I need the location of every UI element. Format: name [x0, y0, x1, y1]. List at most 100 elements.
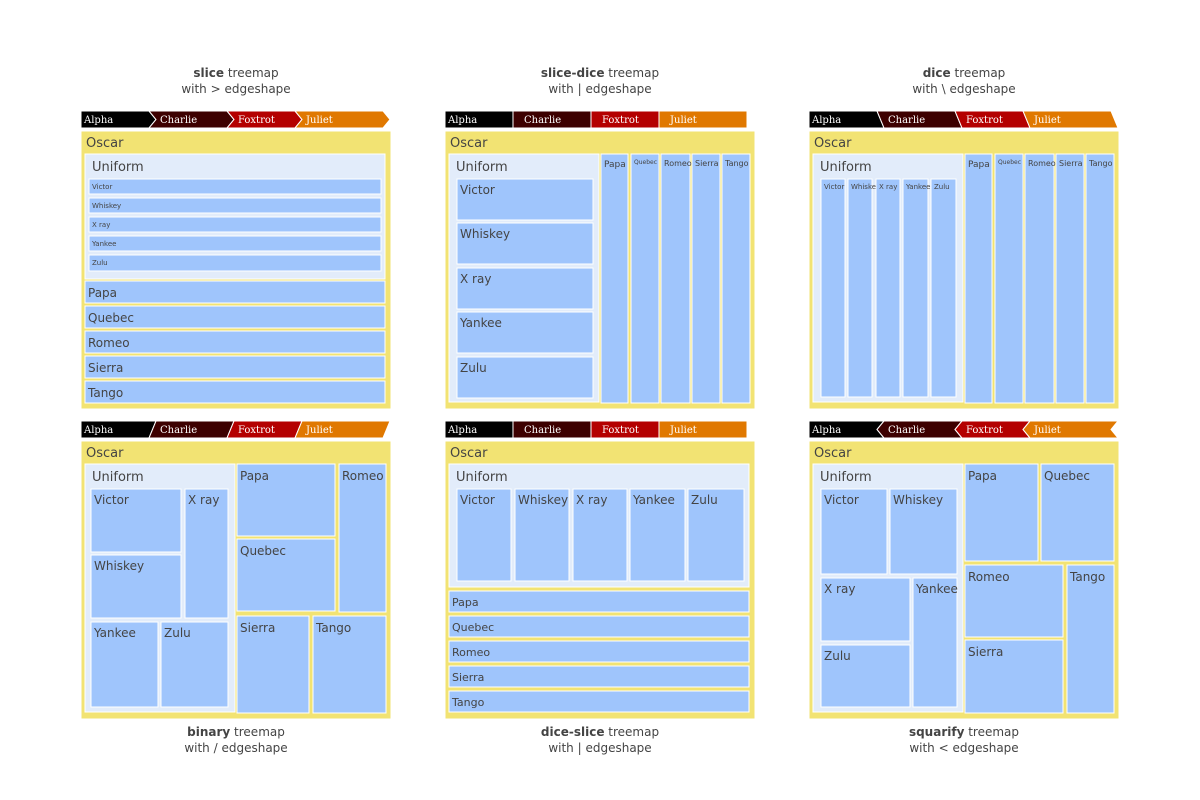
pathbar-label-charlie: Charlie: [160, 425, 197, 436]
pathbar-label-foxtrot: Foxtrot: [966, 115, 1003, 126]
tile-whiskey[interactable]: [889, 488, 958, 575]
pathbar-label-foxtrot: Foxtrot: [602, 115, 639, 126]
tile-quebec[interactable]: [630, 153, 660, 404]
panel-title-rest: treemap: [604, 725, 659, 739]
tile-romeo[interactable]: [964, 564, 1064, 638]
panel-subtitle: with \ edgeshape: [912, 82, 1015, 96]
tile-papa[interactable]: [600, 153, 629, 404]
tile-tango[interactable]: [448, 690, 750, 713]
tile-papa[interactable]: [448, 590, 750, 613]
tile-papa[interactable]: [964, 463, 1039, 562]
tile-victor[interactable]: [456, 488, 512, 582]
pathbar-label-alpha: Alpha: [811, 115, 841, 126]
tile-sierra[interactable]: [236, 615, 310, 714]
tile-whiskey[interactable]: [847, 178, 873, 398]
panel-title-tiling: dice: [923, 66, 951, 80]
pathbar-label-charlie: Charlie: [888, 425, 925, 436]
tile-papa[interactable]: [84, 280, 386, 304]
tile-label-sierra: Sierra: [88, 361, 123, 375]
tile-quebec[interactable]: [84, 305, 386, 329]
tile-label-yankee: Yankee: [459, 316, 502, 330]
tile-x-ray[interactable]: [875, 178, 901, 398]
panel-title-tiling: slice-dice: [541, 66, 605, 80]
pathbar-segment-juliet[interactable]: [658, 110, 748, 129]
tile-tango[interactable]: [84, 380, 386, 404]
tile-victor[interactable]: [456, 178, 594, 221]
tile-romeo[interactable]: [448, 640, 750, 663]
pathbar-segment-juliet[interactable]: [293, 110, 391, 129]
panel-title-rest: treemap: [951, 66, 1006, 80]
tile-x-ray[interactable]: [184, 488, 229, 619]
tile-zulu[interactable]: [930, 178, 957, 398]
tile-x-ray[interactable]: [820, 577, 911, 642]
tile-x-ray[interactable]: [88, 216, 382, 233]
tile-quebec[interactable]: [994, 153, 1024, 404]
tile-zulu[interactable]: [88, 254, 382, 272]
tile-yankee[interactable]: [629, 488, 686, 582]
tile-sierra[interactable]: [448, 665, 750, 688]
pathbar-label-alpha: Alpha: [83, 425, 113, 436]
panel-title-rest: treemap: [230, 725, 285, 739]
tile-tango[interactable]: [1066, 564, 1115, 714]
tile-tango[interactable]: [721, 153, 751, 404]
tile-zulu[interactable]: [160, 621, 229, 708]
panel-subtitle: with | edgeshape: [548, 82, 651, 96]
pathbar-segment-juliet[interactable]: [294, 420, 391, 439]
panel-title: dice treemap: [923, 66, 1006, 80]
tile-victor[interactable]: [820, 488, 888, 575]
tile-x-ray[interactable]: [572, 488, 628, 582]
tile-yankee[interactable]: [902, 178, 929, 398]
tile-victor[interactable]: [820, 178, 846, 398]
tile-whiskey[interactable]: [88, 197, 382, 214]
tile-sierra[interactable]: [691, 153, 721, 404]
pathbar-label-foxtrot: Foxtrot: [966, 425, 1003, 436]
tile-label-whiskey: Whiskey: [851, 183, 880, 191]
tile-quebec[interactable]: [236, 538, 336, 612]
tile-tango[interactable]: [1085, 153, 1115, 404]
tile-label-uniform: Uniform: [456, 160, 508, 175]
pathbar-segment-juliet[interactable]: [1022, 110, 1119, 129]
tile-label-x-ray: X ray: [824, 582, 855, 596]
panel-title-tiling: dice-slice: [541, 725, 605, 739]
tile-whiskey[interactable]: [514, 488, 570, 582]
tile-yankee[interactable]: [456, 311, 594, 354]
pathbar-label-juliet: Juliet: [669, 115, 697, 126]
tile-romeo[interactable]: [1024, 153, 1055, 404]
tile-label-yankee: Yankee: [905, 183, 930, 191]
tile-victor[interactable]: [88, 178, 382, 195]
tile-sierra[interactable]: [964, 639, 1064, 714]
panel-title-tiling: slice: [193, 66, 224, 80]
treemap-panel-squarify: squarify treemap with < edgeshape Alpha Cha…: [808, 420, 1120, 755]
tile-label-quebec: Quebec: [240, 544, 286, 558]
pathbar-segment-juliet[interactable]: [1022, 420, 1120, 439]
tile-quebec[interactable]: [448, 615, 750, 638]
tile-sierra[interactable]: [1055, 153, 1085, 404]
tile-romeo[interactable]: [84, 330, 386, 354]
tile-label-x-ray: X ray: [576, 493, 607, 507]
panel-title: squarify treemap: [909, 725, 1019, 739]
tile-whiskey[interactable]: [456, 222, 594, 265]
tile-yankee[interactable]: [912, 577, 958, 708]
tile-yankee[interactable]: [88, 235, 382, 252]
tile-whiskey[interactable]: [90, 554, 182, 619]
tile-sierra[interactable]: [84, 355, 386, 379]
tile-label-papa: Papa: [452, 596, 479, 609]
tile-zulu[interactable]: [820, 644, 911, 708]
tile-zulu[interactable]: [687, 488, 745, 582]
tile-victor[interactable]: [90, 488, 182, 553]
tile-romeo[interactable]: [338, 463, 387, 613]
tile-label-yankee: Yankee: [632, 493, 675, 507]
tile-papa[interactable]: [236, 463, 336, 537]
tile-label-quebec: Quebec: [452, 621, 494, 634]
pathbar-segment-juliet[interactable]: [658, 420, 748, 439]
tile-x-ray[interactable]: [456, 267, 594, 310]
tile-romeo[interactable]: [660, 153, 691, 404]
tile-yankee[interactable]: [90, 621, 159, 708]
tile-papa[interactable]: [964, 153, 993, 404]
tile-zulu[interactable]: [456, 356, 594, 399]
tile-quebec[interactable]: [1040, 463, 1115, 562]
tile-label-tango: Tango: [87, 386, 123, 400]
tile-tango[interactable]: [312, 615, 387, 714]
pathbar-label-alpha: Alpha: [447, 115, 477, 126]
tile-label-sierra: Sierra: [240, 621, 275, 635]
